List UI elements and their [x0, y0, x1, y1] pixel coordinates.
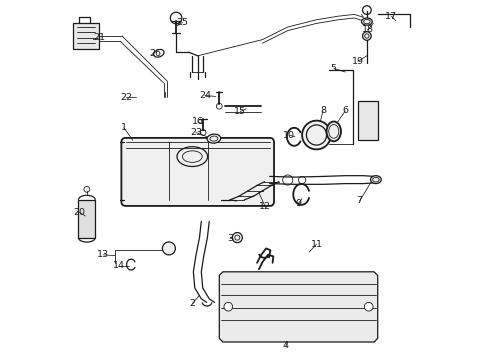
- Text: 14: 14: [113, 261, 125, 270]
- Text: 13: 13: [97, 251, 109, 259]
- Text: 6: 6: [342, 107, 347, 115]
- Ellipse shape: [326, 122, 340, 141]
- Circle shape: [162, 242, 175, 255]
- Polygon shape: [219, 272, 377, 342]
- Text: 25: 25: [176, 18, 188, 27]
- Text: 9: 9: [295, 199, 301, 208]
- Text: 23: 23: [189, 128, 202, 137]
- Text: 7: 7: [356, 197, 362, 205]
- Text: 19: 19: [351, 57, 363, 66]
- Circle shape: [232, 233, 242, 243]
- Polygon shape: [78, 200, 95, 238]
- Polygon shape: [357, 101, 377, 140]
- Text: 2: 2: [189, 299, 195, 308]
- Ellipse shape: [370, 176, 381, 184]
- FancyBboxPatch shape: [121, 138, 273, 206]
- Text: 10: 10: [283, 130, 295, 139]
- Polygon shape: [73, 23, 99, 49]
- Circle shape: [224, 302, 232, 311]
- Text: 22: 22: [120, 93, 132, 102]
- Text: 21: 21: [93, 33, 105, 42]
- Circle shape: [364, 302, 372, 311]
- Ellipse shape: [361, 18, 371, 25]
- Text: 11: 11: [310, 240, 322, 248]
- Text: 15: 15: [234, 107, 245, 116]
- Text: 18: 18: [361, 25, 373, 34]
- Text: 24: 24: [199, 91, 210, 100]
- Text: 1: 1: [121, 123, 127, 132]
- Text: 8: 8: [319, 107, 325, 115]
- Text: 17: 17: [385, 12, 397, 21]
- Text: 16: 16: [191, 117, 203, 126]
- Text: 26: 26: [149, 49, 161, 58]
- Text: 4: 4: [283, 341, 288, 350]
- Text: 3: 3: [226, 234, 233, 243]
- Text: 5: 5: [330, 64, 336, 73]
- Ellipse shape: [206, 134, 220, 143]
- Circle shape: [302, 121, 330, 149]
- Text: 12: 12: [259, 202, 271, 211]
- Circle shape: [362, 32, 370, 40]
- Text: 20: 20: [74, 208, 85, 217]
